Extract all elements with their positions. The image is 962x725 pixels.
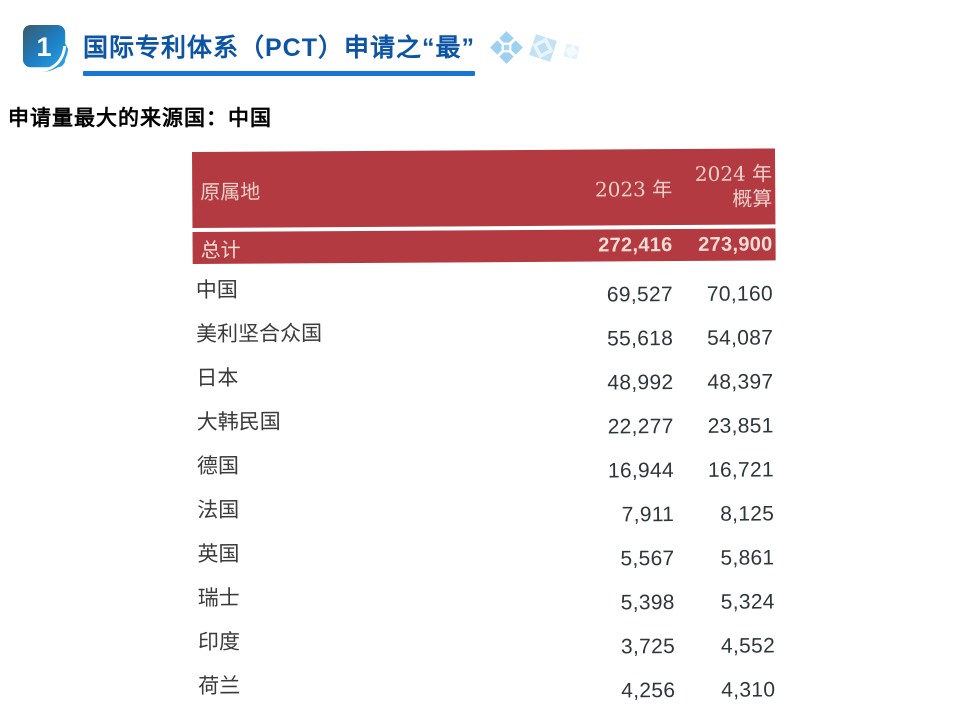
col-header-2024: 2024 年 概算 — [672, 161, 775, 212]
table-body: 中国 69,527 70,160 美利坚合众国 55,618 54,087 日本… — [193, 266, 779, 710]
country-name: 中国 — [195, 277, 238, 302]
table-row: 德国 16,944 16,721 — [194, 442, 777, 490]
value-2023: 3,725 — [620, 635, 676, 659]
total-label: 总计 — [200, 237, 241, 262]
table-header-row: 原属地 2023 年 2024 年 概算 — [192, 148, 776, 228]
country-name: 印度 — [197, 629, 241, 654]
diamond-tilted-icon — [529, 33, 557, 62]
country-name: 瑞士 — [197, 585, 240, 610]
table-row: 荷兰 4,256 4,310 — [195, 662, 778, 710]
section-number-badge: 1 — [22, 24, 70, 76]
badge-number: 1 — [36, 32, 52, 62]
value-2024: 5,861 — [720, 546, 775, 570]
country-name: 荷兰 — [198, 673, 241, 698]
value-2024: 4,310 — [721, 678, 776, 702]
section-header: 1 国际专利体系（PCT）申请之“最” — [22, 24, 585, 76]
decor-diamonds — [489, 30, 585, 65]
diamond-faint-icon — [563, 43, 580, 60]
value-2023: 22,277 — [607, 415, 674, 439]
country-name: 英国 — [197, 541, 240, 566]
value-2024: 5,324 — [720, 590, 775, 614]
total-value-2023: 272,416 — [598, 233, 673, 257]
value-2023: 5,567 — [620, 547, 675, 571]
total-value-2024: 273,900 — [698, 232, 773, 256]
title-block: 国际专利体系（PCT）申请之“最” — [83, 28, 476, 76]
country-name: 大韩民国 — [196, 409, 281, 434]
country-name: 日本 — [196, 365, 239, 390]
value-2023: 7,911 — [621, 503, 675, 527]
value-2024: 70,160 — [706, 282, 773, 306]
pct-origin-table: 原属地 2023 年 2024 年 概算 总计 272,416 273,900 … — [192, 148, 778, 710]
diamond-facet-icon — [490, 31, 523, 64]
value-2024: 48,397 — [707, 370, 774, 394]
value-2023: 48,992 — [607, 371, 674, 395]
table-row: 英国 5,567 5,861 — [194, 530, 777, 578]
country-name: 德国 — [196, 453, 239, 478]
value-2024: 16,721 — [707, 458, 775, 482]
title-underline — [83, 71, 476, 76]
value-2023: 5,398 — [620, 591, 675, 615]
table-row: 印度 3,725 4,552 — [195, 618, 778, 666]
value-2024: 8,125 — [720, 502, 775, 526]
value-2023: 55,618 — [607, 327, 674, 351]
table-total-row: 总计 272,416 273,900 — [192, 228, 776, 264]
table-row: 美利坚合众国 55,618 54,087 — [193, 310, 776, 358]
col-header-2024-line2: 概算 — [732, 186, 773, 211]
country-name: 法国 — [197, 497, 240, 522]
table-row: 日本 48,992 48,397 — [193, 354, 776, 402]
value-2023: 4,256 — [621, 679, 676, 703]
value-2024: 54,087 — [707, 326, 774, 350]
page-subtitle: 申请量最大的来源国：中国 — [8, 107, 272, 130]
table-row: 中国 69,527 70,160 — [193, 266, 776, 314]
value-2024: 4,552 — [720, 634, 776, 658]
value-2024: 23,851 — [707, 414, 774, 438]
value-2023: 69,527 — [606, 283, 673, 307]
col-header-2024-line1: 2024 年 — [694, 161, 773, 186]
country-name: 美利坚合众国 — [196, 321, 323, 346]
col-header-origin: 原属地 — [200, 179, 261, 204]
badge-swoosh-icon — [22, 25, 69, 73]
value-2023: 16,944 — [607, 459, 675, 483]
table-row: 大韩民国 22,277 23,851 — [194, 398, 777, 446]
table-row: 法国 7,911 8,125 — [194, 486, 777, 534]
section-title: 国际专利体系（PCT）申请之“最” — [83, 34, 476, 62]
col-header-2023: 2023 年 — [594, 176, 673, 202]
table-row: 瑞士 5,398 5,324 — [195, 574, 778, 622]
